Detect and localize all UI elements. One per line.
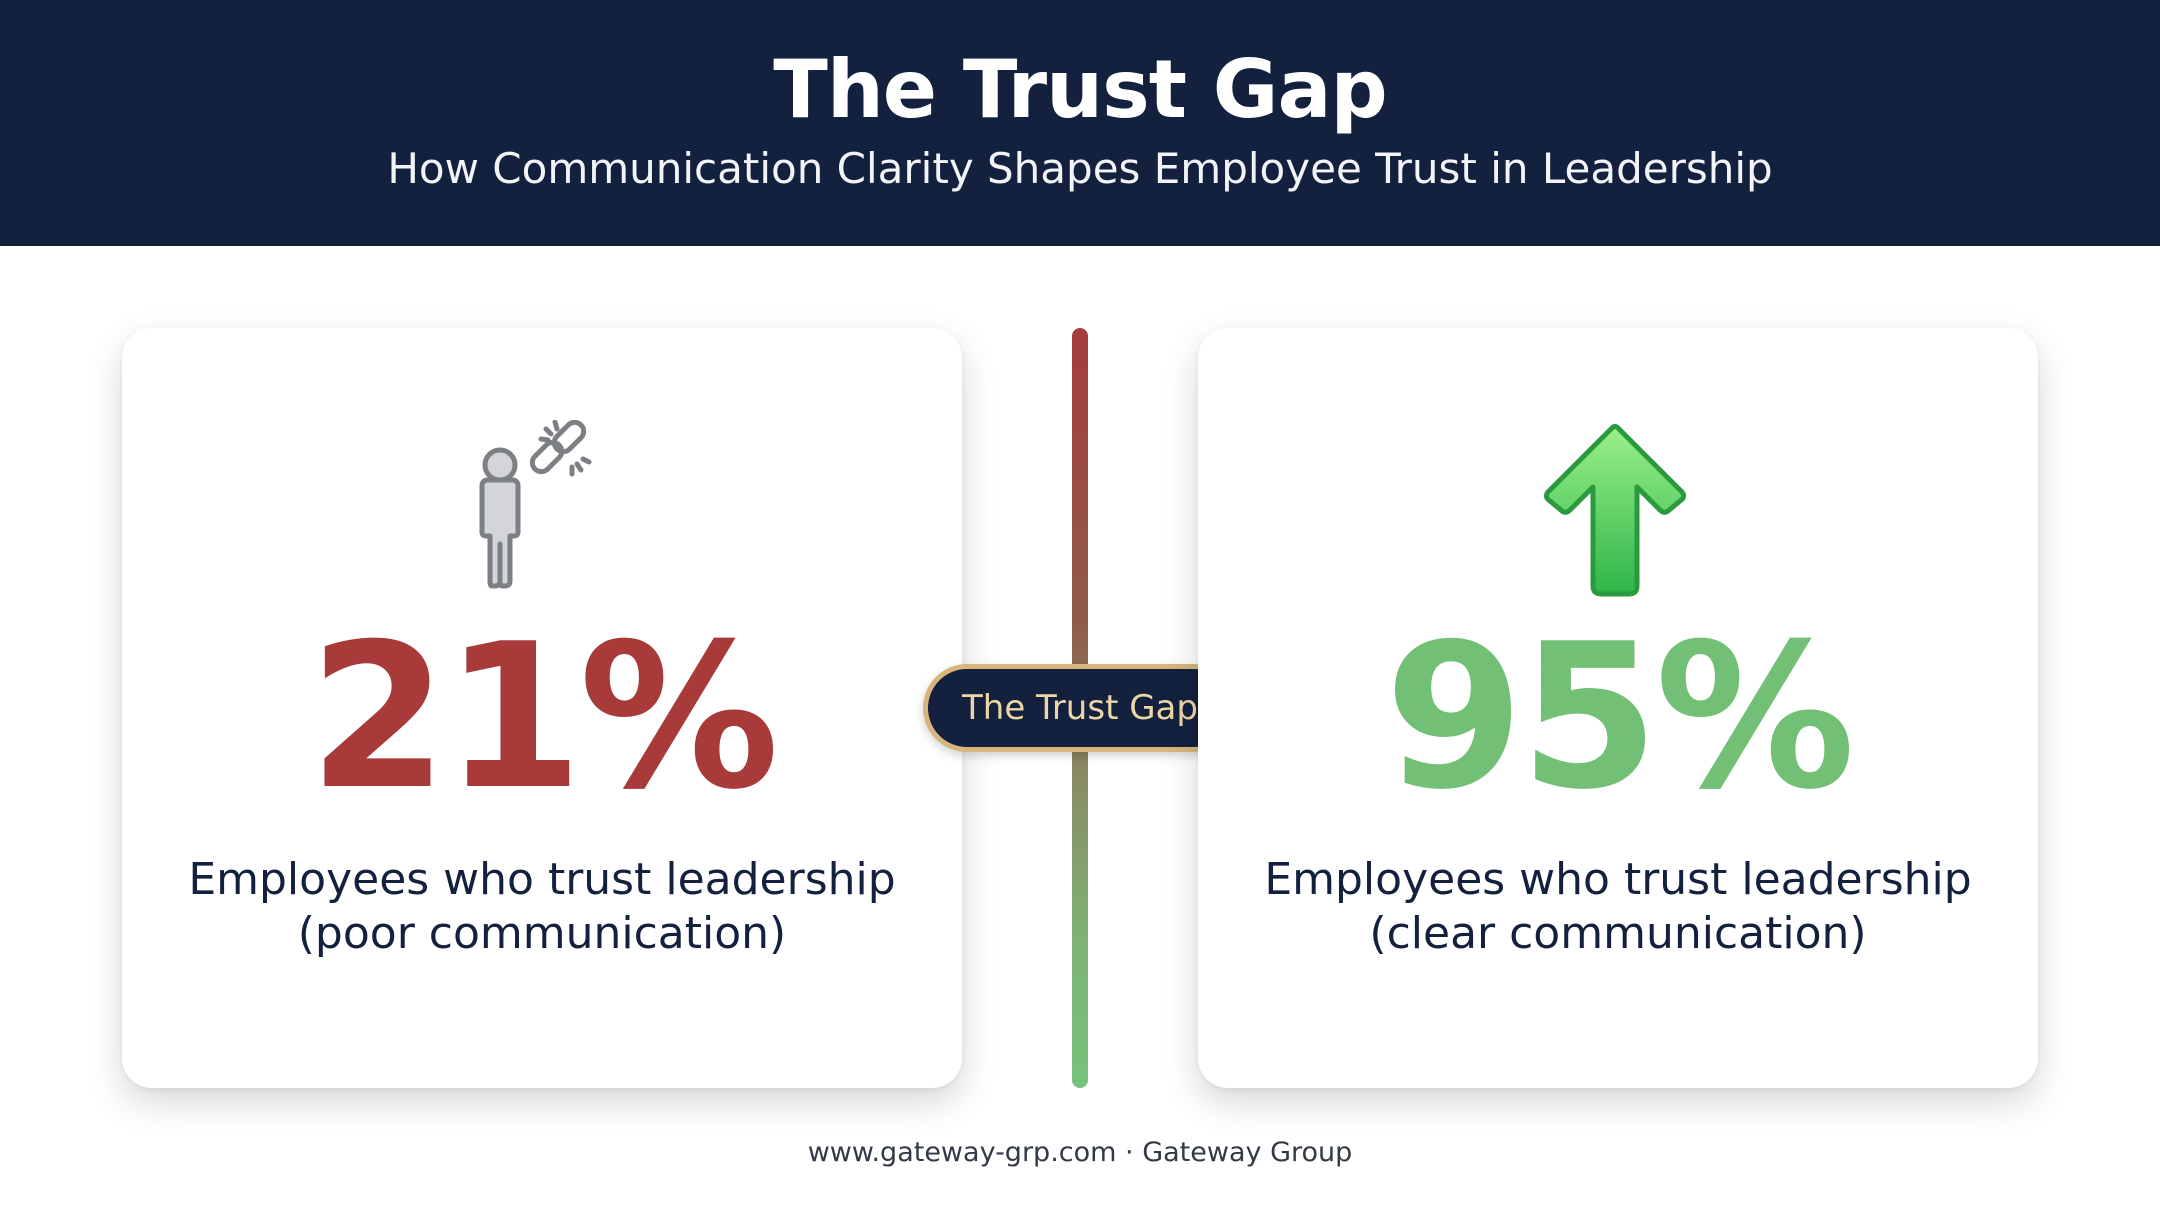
- footer: www.gateway-grp.com · Gateway Group: [0, 1135, 2160, 1171]
- broken-link: [529, 420, 592, 477]
- description-line-2: (poor communication): [297, 908, 787, 959]
- footer-website-link[interactable]: www.gateway-grp.com: [807, 1137, 1117, 1168]
- person-broken-link-icon: [479, 420, 592, 589]
- description-line-1: Employees who trust leadership: [188, 854, 896, 905]
- poor-communication-trust-percentage: 21%: [308, 601, 780, 834]
- clear-communication-card: 95% Employees who trust leadership (clea…: [1198, 328, 2038, 1088]
- page-subtitle: How Communication Clarity Shapes Employe…: [387, 144, 1773, 193]
- footer-company-name: Gateway Group: [1142, 1137, 1353, 1168]
- page-title: The Trust Gap: [773, 43, 1387, 136]
- person-figure: [479, 447, 521, 589]
- header-banner: The Trust Gap How Communication Clarity …: [0, 0, 2160, 246]
- description-line-1: Employees who trust leadership: [1264, 854, 1972, 905]
- poor-communication-card: 21% Employees who trust leadership (poor…: [122, 328, 962, 1088]
- footer-separator: ·: [1125, 1137, 1134, 1168]
- up-arrow-icon: [1543, 424, 1687, 597]
- clear-communication-description: Employees who trust leadership (clear co…: [1198, 853, 2038, 961]
- trust-gap-badge: The Trust Gap: [923, 664, 1237, 752]
- poor-communication-description: Employees who trust leadership (poor com…: [122, 853, 962, 961]
- clear-communication-trust-percentage: 95%: [1384, 601, 1856, 834]
- description-line-2: (clear communication): [1369, 908, 1867, 959]
